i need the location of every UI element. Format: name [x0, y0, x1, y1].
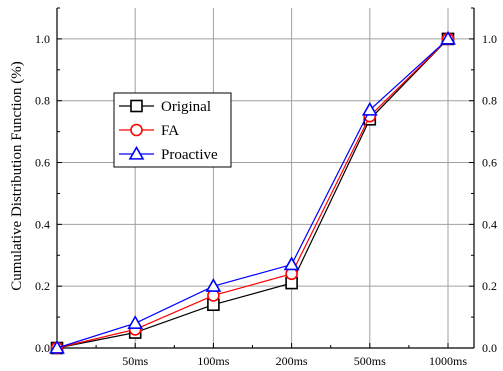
legend-item-fa: FA — [119, 123, 179, 139]
legend-marker — [130, 99, 143, 113]
y-tick-label-right-2: 0.4 — [482, 217, 497, 231]
data-point-proactive-3 — [283, 256, 300, 271]
y-tick-label-left-2: 0.4 — [35, 217, 50, 231]
x-tick-label-3: 200ms — [276, 354, 308, 368]
data-point-proactive-1 — [127, 315, 144, 329]
series-original — [50, 32, 455, 355]
y-tick-label-right-3: 0.6 — [482, 156, 497, 170]
legend-item-original: Original — [119, 99, 211, 115]
series-line-fa — [56, 38, 449, 349]
legend-label: Proactive — [161, 147, 218, 163]
x-tick-label-4: 500ms — [354, 354, 386, 368]
data-point-proactive-4 — [361, 101, 378, 116]
y-tick-label-right-5: 1.0 — [482, 32, 497, 46]
y-tick-label-left-0: 0.0 — [35, 341, 50, 355]
series-line-proactive — [56, 38, 449, 349]
data-point-proactive-2 — [205, 278, 222, 292]
series-fa — [50, 32, 455, 355]
x-tick-labels: 50ms 100ms 200ms 500ms 1000ms — [122, 354, 467, 368]
y-tick-labels-left: 0.0 0.2 0.4 0.6 0.8 1.0 — [35, 32, 50, 355]
x-tick-label-5: 1000ms — [429, 354, 467, 368]
y-tick-label-right-4: 0.8 — [482, 94, 497, 108]
y-tick-label-right-0: 0.0 — [482, 341, 497, 355]
legend-marker — [128, 145, 145, 160]
x-tick-label-2: 100ms — [197, 354, 229, 368]
y-tick-label-left-4: 0.8 — [35, 94, 50, 108]
y-tick-labels-right: 0.0 0.2 0.4 0.6 0.8 1.0 — [482, 32, 497, 355]
axes — [56, 7, 475, 349]
legend-marker — [130, 123, 143, 137]
series-line-original — [56, 38, 449, 349]
x-tick-label-1: 50ms — [122, 354, 148, 368]
legend: Original FA Proactive — [113, 92, 232, 168]
y-tick-label-right-1: 0.2 — [482, 279, 497, 293]
data-point-proactive-5 — [440, 30, 456, 45]
y-tick-label-left-1: 0.2 — [35, 279, 50, 293]
y-tick-label-left-5: 1.0 — [35, 32, 50, 46]
legend-item-proactive: Proactive — [119, 145, 218, 163]
y-axis-title: Cumulative Distribution Function (%) — [9, 61, 25, 291]
y-tick-label-left-3: 0.6 — [35, 156, 50, 170]
grid-lines — [57, 8, 474, 348]
data-point-proactive-0 — [49, 339, 65, 354]
legend-label: FA — [161, 123, 179, 139]
series-group — [49, 30, 456, 355]
legend-label: Original — [161, 99, 211, 115]
series-proactive — [49, 30, 456, 354]
